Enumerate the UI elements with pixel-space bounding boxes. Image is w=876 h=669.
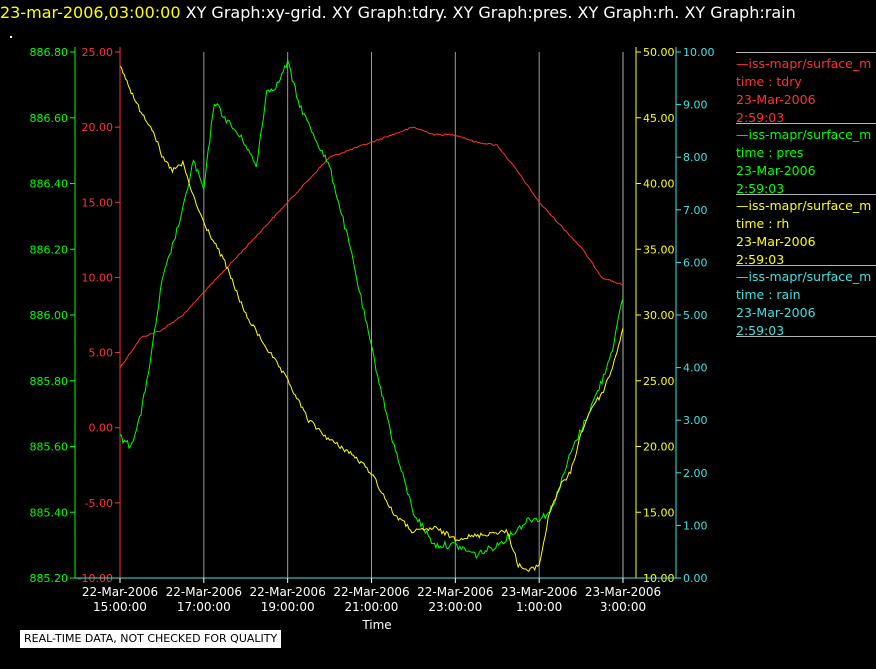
x-tick-label: 22-Mar-2006 21:00:00 (333, 585, 409, 614)
header-graph-3: XY Graph:pres. (452, 3, 573, 22)
rain-tick-label: 4.00 (683, 362, 708, 375)
legend: —iss-mapr/surface_m time : tdry 23-Mar-2… (736, 52, 876, 337)
rain-tick-label: 1.00 (683, 519, 708, 532)
rain-tick-label: 8.00 (683, 151, 708, 164)
data-quality-notice: REAL-TIME DATA, NOT CHECKED FOR QUALITY (20, 630, 282, 648)
rh-tick-label: 45.00 (643, 112, 675, 125)
pres-tick-label: 886.20 (30, 243, 69, 256)
tdry-tick-label: 10.00 (82, 271, 114, 284)
marker-dot (10, 36, 12, 38)
pres-tick-label: 885.80 (30, 375, 69, 388)
rain-tick-label: 7.00 (683, 204, 708, 217)
pres-tick-label: 885.20 (30, 572, 69, 585)
x-tick-label: 22-Mar-2006 19:00:00 (249, 585, 325, 614)
tdry-tick-label: 20.00 (82, 121, 114, 134)
header-graph-4: XY Graph:rh. (577, 3, 680, 22)
series-rh-line (119, 66, 624, 573)
pres-tick-label: 886.00 (30, 309, 69, 322)
rain-tick-label: 0.00 (683, 572, 708, 585)
rh-tick-label: 30.00 (643, 309, 675, 322)
header-graph-1: XY Graph:xy-grid. (185, 3, 327, 22)
legend-source: —iss-mapr/surface_m (736, 198, 872, 213)
tdry-tick-label: 0.00 (89, 422, 114, 435)
legend-time: 2:59:03 (736, 181, 785, 194)
legend-date: 23-Mar-2006 (736, 305, 816, 320)
rh-tick-label: 40.00 (643, 178, 675, 191)
rh-tick-label: 20.00 (643, 441, 675, 454)
x-tick-label: 23-Mar-2006 3:00:00 (585, 585, 661, 614)
pres-tick-label: 885.40 (30, 506, 69, 519)
legend-date: 23-Mar-2006 (736, 92, 816, 107)
series-tdry-line (119, 126, 624, 369)
rh-tick-label: 15.00 (643, 506, 675, 519)
legend-date: 23-Mar-2006 (736, 163, 816, 178)
chart-header: 23-mar-2006,03:00:00 XY Graph:xy-grid. X… (0, 1, 796, 25)
rain-tick-label: 2.00 (683, 467, 708, 480)
pres-tick-label: 886.60 (30, 112, 69, 125)
legend-entry-tdry[interactable]: —iss-mapr/surface_m time : tdry 23-Mar-2… (736, 52, 876, 123)
rain-tick-label: 10.00 (683, 46, 715, 59)
legend-variable: time : rh (736, 216, 790, 231)
legend-time: 2:59:03 (736, 110, 785, 123)
pres-tick-label: 885.60 (30, 441, 69, 454)
legend-source: —iss-mapr/surface_m (736, 269, 872, 284)
rh-tick-label: 35.00 (643, 243, 675, 256)
legend-date: 23-Mar-2006 (736, 234, 816, 249)
legend-variable: time : pres (736, 145, 804, 160)
axes: 885.20 885.40 885.60 885.80 886.00 886.20 886.… (30, 46, 715, 585)
rh-tick-label: 50.00 (643, 46, 675, 59)
pres-tick-label: 886.40 (30, 178, 69, 191)
tdry-tick-label: 25.00 (82, 46, 114, 59)
rain-tick-label: 9.00 (683, 99, 708, 112)
header-timestamp: 23-mar-2006,03:00:00 (0, 3, 181, 22)
rain-tick-label: 3.00 (683, 414, 708, 427)
x-tick-label: 22-Mar-2006 23:00:00 (417, 585, 493, 614)
legend-source: —iss-mapr/surface_m (736, 56, 872, 71)
header-graph-2: XY Graph:tdry. (331, 3, 448, 22)
rain-tick-label: 5.00 (683, 309, 708, 322)
series-pres-line (119, 58, 624, 560)
x-tick-label: 22-Mar-2006 17:00:00 (166, 585, 242, 614)
x-axis-label: Time (361, 618, 391, 632)
legend-variable: time : tdry (736, 74, 802, 89)
x-tick-label: 22-Mar-2006 15:00:00 (82, 585, 158, 614)
legend-entry-rain[interactable]: —iss-mapr/surface_m time : rain 23-Mar-2… (736, 265, 876, 337)
legend-source: —iss-mapr/surface_m (736, 127, 872, 142)
rh-tick-label: 25.00 (643, 375, 675, 388)
tdry-tick-label: 5.00 (89, 347, 114, 360)
tdry-tick-label: -5.00 (85, 497, 113, 510)
legend-time: 2:59:03 (736, 252, 785, 265)
tdry-tick-label: 15.00 (82, 196, 114, 209)
header-graph-5: XY Graph:rain (684, 3, 796, 22)
legend-entry-rh[interactable]: —iss-mapr/surface_m time : rh 23-Mar-200… (736, 194, 876, 265)
legend-time: 2:59:03 (736, 323, 785, 337)
grid-lines (203, 52, 540, 578)
rain-tick-label: 6.00 (683, 256, 708, 269)
legend-variable: time : rain (736, 287, 801, 302)
pres-tick-label: 886.80 (30, 46, 69, 59)
legend-entry-pres[interactable]: —iss-mapr/surface_m time : pres 23-Mar-2… (736, 123, 876, 194)
x-tick-label: 23-Mar-2006 1:00:00 (501, 585, 577, 614)
